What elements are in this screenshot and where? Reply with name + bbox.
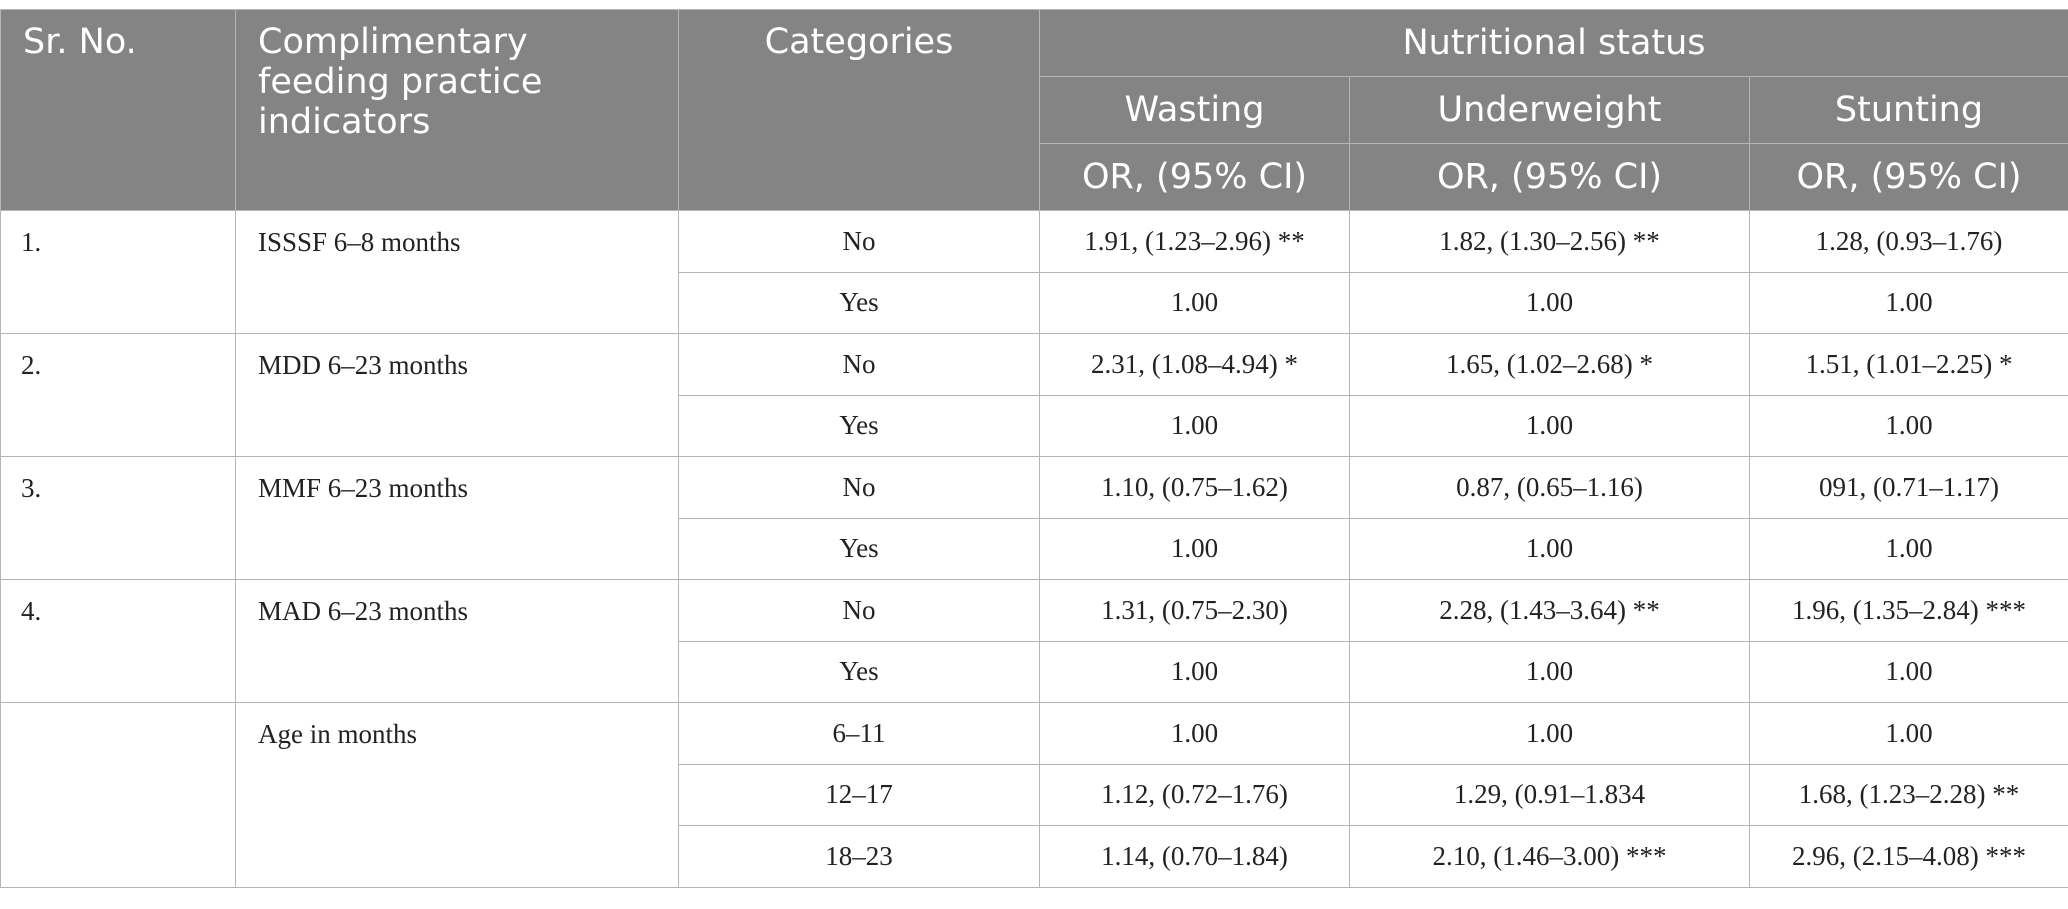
wasting-cell: 1.00 — [1039, 517, 1350, 580]
category-cell: 6–11 — [678, 702, 1040, 765]
stunting-cell: 1.51, (1.01–2.25) * — [1748, 333, 2068, 396]
category-cell: Yes — [678, 517, 1040, 580]
stunting-cell: 1.68, (1.23–2.28) ** — [1748, 763, 2068, 826]
table-row: 1. ISSSF 6–8 months No 1.91, (1.23–2.96)… — [0, 210, 2068, 334]
wasting-cell: 1.14, (0.70–1.84) — [1039, 825, 1350, 888]
table-body: 1. ISSSF 6–8 months No 1.91, (1.23–2.96)… — [0, 210, 2068, 888]
stunting-cell: 1.96, (1.35–2.84) *** — [1748, 579, 2068, 642]
table-row: 12–17 1.12, (0.72–1.76) 1.29, (0.91–1.83… — [1, 763, 2068, 826]
odds-ratio-table: Sr. No. Complimentary feeding practice i… — [0, 9, 2068, 888]
underweight-cell: 1.29, (0.91–1.834 — [1349, 763, 1750, 826]
sr-number: 1. — [0, 210, 236, 334]
category-cell: No — [678, 579, 1040, 642]
wasting-cell: 1.12, (0.72–1.76) — [1039, 763, 1350, 826]
header-indicators: Complimentary feeding practice indicator… — [235, 9, 679, 211]
category-cell: Yes — [678, 640, 1040, 703]
table-row: 3. MMF 6–23 months No 1.10, (0.75–1.62) … — [0, 456, 2068, 580]
wasting-cell: 1.00 — [1039, 394, 1350, 457]
table-row: Yes 1.00 1.00 1.00 — [1, 517, 2068, 580]
underweight-cell: 1.00 — [1349, 517, 1750, 580]
sr-number: 2. — [0, 333, 236, 457]
header-wasting: Wasting — [1039, 76, 1350, 144]
header-or-ci-stunting: OR, (95% CI) — [1748, 143, 2068, 211]
category-cell: No — [678, 456, 1040, 519]
stunting-cell: 1.00 — [1748, 640, 2068, 703]
stunting-cell: 2.96, (2.15–4.08) *** — [1748, 825, 2068, 888]
table-row: Yes 1.00 1.00 1.00 — [1, 640, 2068, 703]
indicator-label: Age in months — [235, 702, 679, 888]
underweight-cell: 2.10, (1.46–3.00) *** — [1349, 825, 1750, 888]
wasting-cell: 1.10, (0.75–1.62) — [1039, 456, 1350, 519]
indicator-label: MMF 6–23 months — [235, 456, 679, 580]
indicator-label: ISSSF 6–8 months — [235, 210, 679, 334]
category-cell: 12–17 — [678, 763, 1040, 826]
sr-number — [0, 702, 236, 888]
stunting-cell: 1.28, (0.93–1.76) — [1748, 210, 2068, 273]
header-nutritional-status: Nutritional status — [1038, 9, 2068, 77]
category-cell: No — [678, 333, 1040, 396]
table-header: Sr. No. Complimentary feeding practice i… — [0, 9, 2068, 211]
stunting-cell: 1.00 — [1748, 517, 2068, 580]
category-cell: No — [678, 210, 1040, 273]
sr-number: 4. — [0, 579, 236, 703]
stunting-cell: 1.00 — [1748, 394, 2068, 457]
underweight-cell: 1.82, (1.30–2.56) ** — [1349, 210, 1750, 273]
stunting-cell: 1.00 — [1748, 702, 2068, 765]
table-row: 2. MDD 6–23 months No 2.31, (1.08–4.94) … — [0, 333, 2068, 457]
table-row: 18–23 1.14, (0.70–1.84) 2.10, (1.46–3.00… — [1, 825, 2068, 888]
wasting-cell: 1.91, (1.23–2.96) ** — [1039, 210, 1350, 273]
wasting-cell: 1.00 — [1039, 640, 1350, 703]
category-cell: 18–23 — [678, 825, 1040, 888]
indicator-label: MDD 6–23 months — [235, 333, 679, 457]
underweight-cell: 2.28, (1.43–3.64) ** — [1349, 579, 1750, 642]
sr-number: 3. — [0, 456, 236, 580]
header-sr-no: Sr. No. — [0, 9, 236, 211]
underweight-cell: 0.87, (0.65–1.16) — [1349, 456, 1750, 519]
wasting-cell: 1.31, (0.75–2.30) — [1039, 579, 1350, 642]
underweight-cell: 1.65, (1.02–2.68) * — [1349, 333, 1750, 396]
wasting-cell: 1.00 — [1039, 702, 1350, 765]
underweight-cell: 1.00 — [1349, 702, 1750, 765]
header-categories: Categories — [678, 9, 1040, 211]
stunting-cell: 1.00 — [1748, 271, 2068, 334]
header-underweight: Underweight — [1349, 76, 1750, 144]
header-stunting: Stunting — [1748, 76, 2068, 144]
category-cell: Yes — [678, 394, 1040, 457]
header-or-ci-wasting: OR, (95% CI) — [1039, 143, 1350, 211]
underweight-cell: 1.00 — [1349, 640, 1750, 703]
table-row: 4. MAD 6–23 months No 1.31, (0.75–2.30) … — [0, 579, 2068, 703]
wasting-cell: 1.00 — [1039, 271, 1350, 334]
underweight-cell: 1.00 — [1349, 394, 1750, 457]
indicator-label: MAD 6–23 months — [235, 579, 679, 703]
underweight-cell: 1.00 — [1349, 271, 1750, 334]
wasting-cell: 2.31, (1.08–4.94) * — [1039, 333, 1350, 396]
category-cell: Yes — [678, 271, 1040, 334]
stunting-cell: 091, (0.71–1.17) — [1748, 456, 2068, 519]
table-row: Age in months 6–11 1.00 1.00 1.00 — [0, 702, 2068, 888]
header-or-ci-underweight: OR, (95% CI) — [1349, 143, 1750, 211]
